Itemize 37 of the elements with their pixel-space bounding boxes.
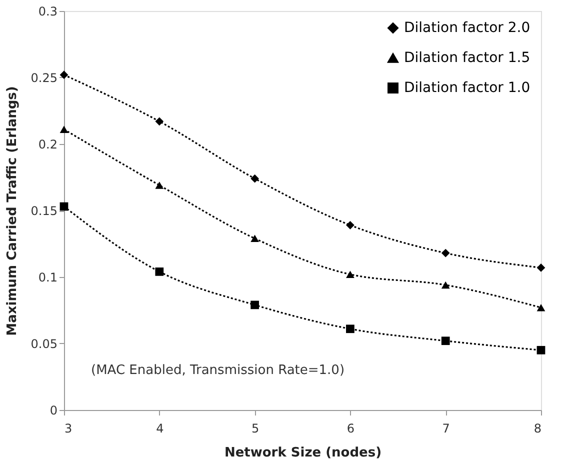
y-tick-label: 0.25 — [30, 71, 58, 85]
y-axis-title: Maximum Carried Traffic (Erlangs) — [4, 86, 20, 336]
point — [536, 346, 546, 354]
y-tick-label: 0.1 — [38, 270, 58, 284]
point — [155, 267, 164, 276]
point — [536, 264, 546, 272]
point — [441, 281, 450, 289]
legend-label: Dilation factor 1.0 — [404, 80, 530, 96]
x-tick-label: 4 — [156, 422, 164, 436]
point — [60, 70, 68, 80]
legend-label: Dilation factor 1.5 — [404, 50, 530, 66]
point — [536, 304, 546, 312]
x-axis-title: Network Size (nodes) — [224, 446, 382, 460]
y-tick-label: 0.3 — [38, 4, 58, 18]
y-tick-label: 0.05 — [30, 337, 58, 351]
point — [60, 202, 68, 211]
point — [155, 182, 164, 189]
x-tick-label: 8 — [534, 422, 542, 436]
legend-label: Dilation factor 2.0 — [404, 20, 530, 36]
y-tick-label: 0.15 — [30, 204, 58, 218]
point — [155, 117, 164, 126]
point — [250, 174, 259, 183]
point — [250, 300, 259, 310]
x-tick-label: 3 — [64, 422, 72, 436]
annotation: (MAC Enabled, Transmission Rate=1.0) — [91, 363, 345, 378]
point — [60, 126, 68, 133]
x-tick-label: 6 — [346, 422, 355, 436]
y-tick-label: 0.2 — [38, 138, 58, 152]
point — [346, 324, 354, 334]
point — [346, 270, 354, 278]
point — [441, 248, 450, 258]
point — [250, 234, 259, 242]
point — [441, 336, 450, 346]
point — [346, 220, 354, 230]
x-tick-label: 5 — [251, 422, 260, 436]
x-tick-label: 7 — [442, 422, 450, 436]
y-tick-label: 0 — [50, 404, 58, 418]
